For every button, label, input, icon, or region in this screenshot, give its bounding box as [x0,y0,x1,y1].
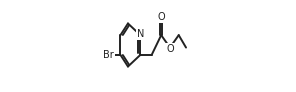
Text: N: N [137,29,144,39]
Text: Br: Br [103,50,114,60]
Text: O: O [157,12,165,22]
Text: O: O [166,44,174,54]
